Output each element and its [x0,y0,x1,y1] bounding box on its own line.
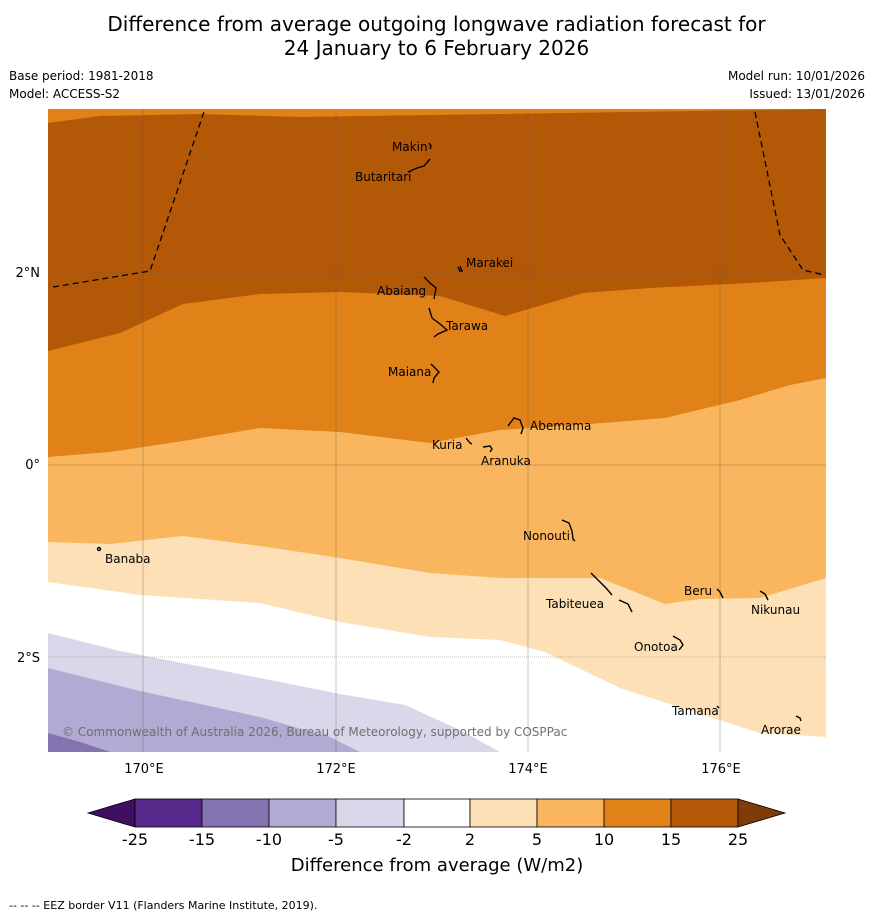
label-banaba: Banaba [105,552,151,566]
label-arorae: Arorae [761,723,801,737]
islands [96,142,802,722]
lat-label-0: 0° [25,458,40,473]
label-onotoa: Onotoa [634,640,678,654]
island-abemama [507,417,524,435]
colorbar-label: Difference from average (W/m2) [291,855,583,876]
colorbar: -25 -15 -10 -5 -2 2 5 10 15 25 Differenc… [86,798,787,876]
eez-border-east [754,111,825,276]
label-abaiang: Abaiang [377,284,426,298]
island-maiana [430,363,440,384]
eez-legend-note: -- -- -- EEZ border V11 (Flanders Marine… [9,899,318,912]
lon-label-174e: 174°E [508,762,548,777]
label-nonouti: Nonouti [523,529,570,543]
label-kuria: Kuria [432,438,463,452]
base-period: Base period: 1981-2018 [9,69,154,83]
label-nikunau: Nikunau [751,603,800,617]
band-minus-5-to-minus-10 [48,668,360,752]
island-beru [716,588,724,599]
colorbar-lower-extension [86,798,136,828]
label-tamana: Tamana [671,704,719,718]
model-run: Model run: 10/01/2026 [727,69,865,83]
label-makin: Makin [392,140,428,154]
colorbar-ticks: -25 -15 -10 -5 -2 2 5 10 15 25 [122,830,748,849]
island-kuria [465,437,473,445]
place-labels: Makin Butaritari Marakei Abaiang Tarawa … [105,140,801,737]
lon-label-170e: 170°E [124,762,164,777]
label-tabiteuea: Tabiteuea [545,597,604,611]
label-butaritari: Butaritari [355,170,412,184]
copyright-text: © Commonwealth of Australia 2026, Bureau… [62,725,567,739]
title-line-2: 24 January to 6 February 2026 [283,36,590,60]
island-onotoa [672,635,684,651]
colorbar-tick: -10 [256,830,282,849]
colorbar-upper-extension [737,798,787,828]
lat-label-2s: 2°S [17,651,40,666]
colorbar-tick: -5 [328,830,344,849]
lon-label-172e: 172°E [316,762,356,777]
label-abemama: Abemama [530,419,591,433]
label-beru: Beru [684,584,712,598]
colorbar-segment [603,798,672,828]
colorbar-tick: 10 [594,830,614,849]
colorbar-tick: 5 [532,830,542,849]
lon-axis-labels: 170°E 172°E 174°E 176°E [124,762,741,777]
colorbar-segment [335,798,405,828]
island-aranuka [482,445,493,453]
colorbar-tick: -25 [122,830,148,849]
model-name: Model: ACCESS-S2 [9,87,121,101]
colorbar-segment [268,798,337,828]
colorbar-tick: -15 [189,830,215,849]
label-tarawa: Tarawa [445,319,488,333]
colorbar-segment [536,798,605,828]
colorbar-segment [469,798,538,828]
island-arorae [795,715,802,722]
lat-label-2n: 2°N [16,266,41,281]
colorbar-segment [403,798,471,828]
lat-axis-labels: 2°N 0° 2°S [16,266,41,666]
colorbar-tick: 2 [465,830,475,849]
island-makin [428,142,432,150]
island-tabiteuea [590,572,633,613]
meta-right: Model run: 10/01/2026 Issued: 13/01/2026 [728,67,865,103]
issued-date: Issued: 13/01/2026 [749,87,865,101]
island-nonouti [561,519,576,542]
label-marakei: Marakei [466,256,513,270]
island-abaiang [423,276,437,300]
island-butaritari [407,158,431,173]
label-maiana: Maiana [388,365,431,379]
eez-borders [52,108,825,288]
eez-border-west [52,108,206,288]
meta-left: Base period: 1981-2018 Model: ACCESS-S2 [9,67,154,103]
band-minus-10-to-minus-15 [48,733,110,752]
island-nikunau [759,590,769,601]
colorbar-tick: -2 [396,830,412,849]
colorbar-segment [201,798,270,828]
island-tarawa [428,307,449,338]
colorbar-tick: 25 [728,830,748,849]
map-plot-area [48,109,826,752]
colorbar-segment [670,798,739,828]
gridlines [48,109,826,752]
label-aranuka: Aranuka [481,454,531,468]
island-banaba [96,546,102,552]
map-title: Difference from average outgoing longwav… [0,12,873,60]
colorbar-tick: 15 [661,830,681,849]
colorbar-segment [134,798,203,828]
island-tamana [716,705,720,709]
band-15-to-25 [48,109,826,351]
lon-label-176e: 176°E [701,762,741,777]
title-line-1: Difference from average outgoing longwav… [107,12,766,36]
island-marakei [457,265,464,272]
